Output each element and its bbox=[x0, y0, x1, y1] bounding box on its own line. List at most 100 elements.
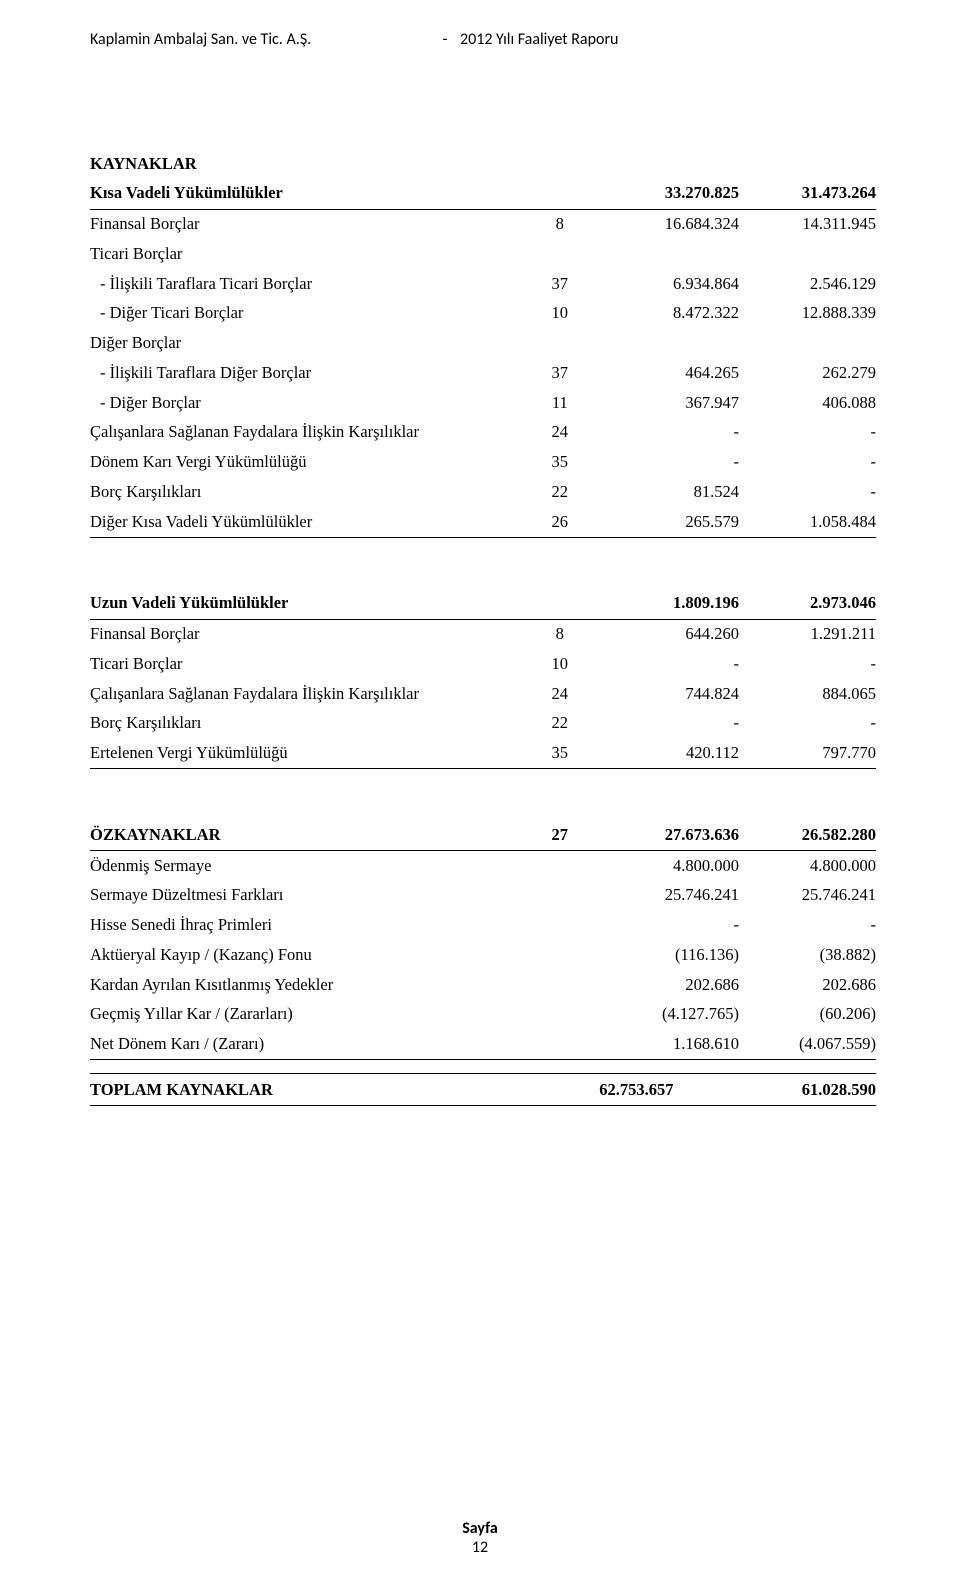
row-note bbox=[521, 239, 608, 269]
row-label: TOPLAM KAYNAKLAR bbox=[90, 1075, 287, 1105]
row-label: Hisse Senedi İhraç Primleri bbox=[90, 911, 521, 941]
row-value: - bbox=[745, 477, 876, 507]
row-value: 1.291.211 bbox=[745, 619, 876, 649]
row-label: Finansal Borçlar bbox=[90, 619, 521, 649]
row-note: 22 bbox=[521, 709, 608, 739]
row-value: 62.753.657 bbox=[483, 1075, 680, 1105]
row-value: 4.800.000 bbox=[608, 851, 745, 881]
row-label: Borç Karşılıkları bbox=[90, 477, 521, 507]
row-label: - İlişkili Taraflara Diğer Borçlar bbox=[90, 358, 521, 388]
row-note: 8 bbox=[521, 619, 608, 649]
row-label: Uzun Vadeli Yükümlülükler bbox=[90, 589, 521, 619]
row-label: Borç Karşılıkları bbox=[90, 709, 521, 739]
row-value: (4.067.559) bbox=[745, 1030, 876, 1060]
footer-page-number: 12 bbox=[472, 1538, 488, 1557]
row-value: - bbox=[608, 709, 745, 739]
row-value: 25.746.241 bbox=[745, 881, 876, 911]
header-separator: - bbox=[430, 30, 460, 49]
table-kisa-vadeli: KAYNAKLAR Kısa Vadeli Yükümlülükler 33.2… bbox=[90, 149, 876, 539]
table-ozkaynaklar: ÖZKAYNAKLAR 27 27.673.636 26.582.280 Öde… bbox=[90, 820, 876, 1061]
row-value: (4.127.765) bbox=[608, 1000, 745, 1030]
section-gap bbox=[90, 539, 876, 589]
row-value: 1.058.484 bbox=[745, 507, 876, 537]
row-value: - bbox=[608, 418, 745, 448]
row-value: - bbox=[745, 649, 876, 679]
row-label: - Diğer Ticari Borçlar bbox=[90, 299, 521, 329]
section-gap bbox=[90, 770, 876, 820]
row-label: Kısa Vadeli Yükümlülükler bbox=[90, 179, 521, 209]
header-company: Kaplamin Ambalaj San. ve Tic. A.Ş. bbox=[90, 30, 430, 49]
row-value: 8.472.322 bbox=[608, 299, 745, 329]
row-value: - bbox=[745, 418, 876, 448]
table-total: TOPLAM KAYNAKLAR 62.753.657 61.028.590 bbox=[90, 1073, 876, 1107]
row-note: 22 bbox=[521, 477, 608, 507]
row-label: Net Dönem Karı / (Zararı) bbox=[90, 1030, 521, 1060]
row-value: 14.311.945 bbox=[745, 209, 876, 239]
row-label: - Diğer Borçlar bbox=[90, 388, 521, 418]
row-note: 37 bbox=[521, 269, 608, 299]
row-value: (116.136) bbox=[608, 940, 745, 970]
header-report-title: 2012 Yılı Faaliyet Raporu bbox=[460, 30, 618, 49]
row-note: 37 bbox=[521, 358, 608, 388]
row-value: 1.809.196 bbox=[608, 589, 745, 619]
row-value: 797.770 bbox=[745, 739, 876, 769]
row-value: 27.673.636 bbox=[608, 820, 745, 850]
row-value: 420.112 bbox=[608, 739, 745, 769]
row-value bbox=[608, 329, 745, 359]
row-value: - bbox=[745, 709, 876, 739]
row-value: - bbox=[608, 448, 745, 478]
row-label: Diğer Kısa Vadeli Yükümlülükler bbox=[90, 507, 521, 537]
row-note: 27 bbox=[521, 820, 608, 850]
row-value: - bbox=[608, 911, 745, 941]
row-note: 24 bbox=[521, 418, 608, 448]
row-value: 265.579 bbox=[608, 507, 745, 537]
row-value: 2.973.046 bbox=[745, 589, 876, 619]
row-value: 61.028.590 bbox=[680, 1075, 877, 1105]
row-label: Ticari Borçlar bbox=[90, 239, 521, 269]
row-note: 10 bbox=[521, 299, 608, 329]
row-note: 35 bbox=[521, 739, 608, 769]
row-value: 464.265 bbox=[608, 358, 745, 388]
row-value: 81.524 bbox=[608, 477, 745, 507]
page-header: Kaplamin Ambalaj San. ve Tic. A.Ş. - 201… bbox=[90, 30, 876, 49]
row-value: 6.934.864 bbox=[608, 269, 745, 299]
row-value: 1.168.610 bbox=[608, 1030, 745, 1060]
row-note: 26 bbox=[521, 507, 608, 537]
section1-title: KAYNAKLAR bbox=[90, 149, 521, 179]
footer-label: Sayfa bbox=[462, 1519, 498, 1538]
page-footer: Sayfa 12 bbox=[0, 1519, 960, 1557]
row-value: 644.260 bbox=[608, 619, 745, 649]
row-label: ÖZKAYNAKLAR bbox=[90, 820, 521, 850]
row-value: 744.824 bbox=[608, 679, 745, 709]
row-value: - bbox=[745, 911, 876, 941]
row-label: Geçmiş Yıllar Kar / (Zararları) bbox=[90, 1000, 521, 1030]
row-note: 24 bbox=[521, 679, 608, 709]
row-note: 8 bbox=[521, 209, 608, 239]
row-label: Çalışanlara Sağlanan Faydalara İlişkin K… bbox=[90, 418, 521, 448]
row-value: 25.746.241 bbox=[608, 881, 745, 911]
row-value: 16.684.324 bbox=[608, 209, 745, 239]
row-value: 12.888.339 bbox=[745, 299, 876, 329]
row-value: 202.686 bbox=[608, 970, 745, 1000]
row-value: 884.065 bbox=[745, 679, 876, 709]
row-value: 26.582.280 bbox=[745, 820, 876, 850]
row-label: Çalışanlara Sağlanan Faydalara İlişkin K… bbox=[90, 679, 521, 709]
row-value: (38.882) bbox=[745, 940, 876, 970]
row-value: - bbox=[608, 649, 745, 679]
row-label: Ertelenen Vergi Yükümlülüğü bbox=[90, 739, 521, 769]
row-label: Ticari Borçlar bbox=[90, 649, 521, 679]
row-value bbox=[608, 239, 745, 269]
row-value: 367.947 bbox=[608, 388, 745, 418]
row-label: Kardan Ayrılan Kısıtlanmış Yedekler bbox=[90, 970, 521, 1000]
row-value: 4.800.000 bbox=[745, 851, 876, 881]
row-value bbox=[745, 239, 876, 269]
row-value bbox=[745, 329, 876, 359]
row-label: Aktüeryal Kayıp / (Kazanç) Fonu bbox=[90, 940, 521, 970]
row-label: Dönem Karı Vergi Yükümlülüğü bbox=[90, 448, 521, 478]
row-value: 33.270.825 bbox=[608, 179, 745, 209]
row-value: (60.206) bbox=[745, 1000, 876, 1030]
row-value: 202.686 bbox=[745, 970, 876, 1000]
row-value: 31.473.264 bbox=[745, 179, 876, 209]
row-value: 406.088 bbox=[745, 388, 876, 418]
row-note: 10 bbox=[521, 649, 608, 679]
